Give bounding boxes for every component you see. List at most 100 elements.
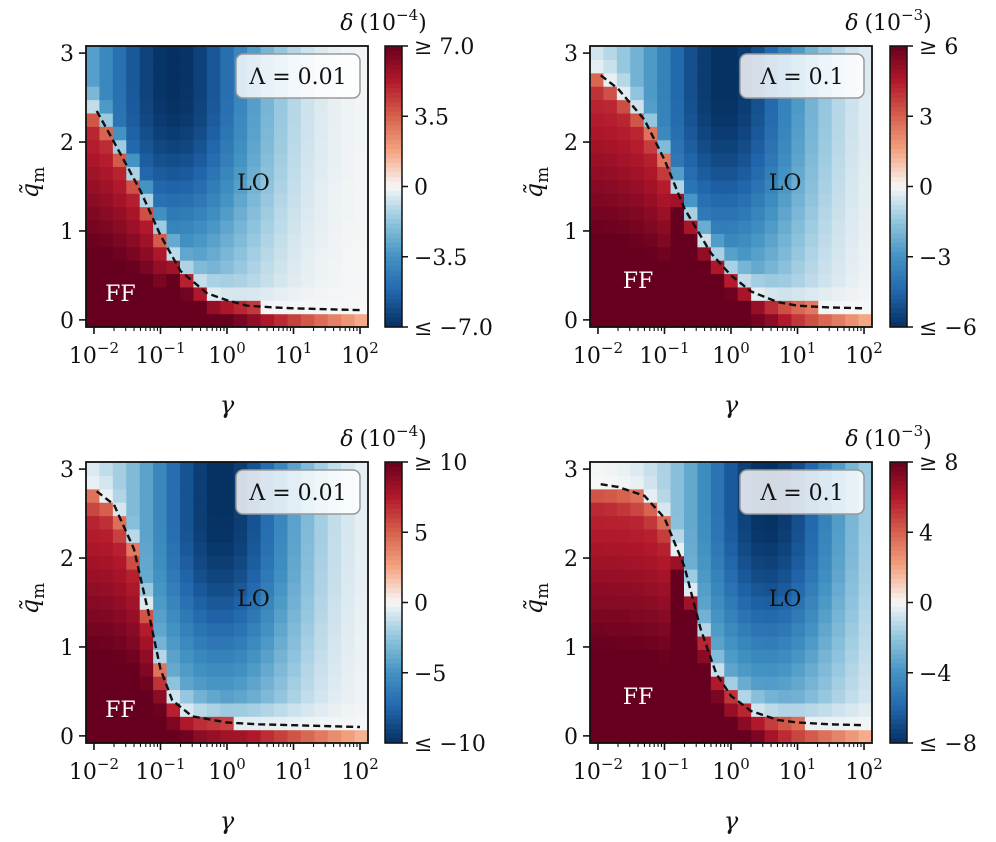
heatmap-cell [274,153,289,168]
heatmap-cell [86,193,101,208]
heatmap-cell [751,622,766,637]
x-axis-label: γ [724,391,739,419]
heatmap-cell [112,542,127,557]
heatmap-cell [630,528,645,543]
heatmap-cell [697,569,712,584]
heatmap-cell [724,542,739,557]
heatmap-cell [86,86,101,101]
heatmap-cell [616,260,631,275]
heatmap-cell [354,542,369,557]
heatmap-cell [764,112,779,127]
heatmap-cell [643,635,658,650]
colorbar-swatch [385,149,402,155]
heatmap-cell [327,622,342,637]
heatmap-cell [274,515,289,530]
heatmap-cell [300,555,315,570]
colorbar-swatch [385,550,402,557]
heatmap-cell [180,528,195,543]
heatmap-cell [180,99,195,114]
heatmap-cell [260,273,275,288]
heatmap-cell [166,46,181,60]
heatmap-cell [180,179,195,194]
heatmap-cell [630,515,645,530]
heatmap-cell [710,86,725,101]
heatmap-cell [180,153,195,168]
heatmap-cell [630,689,645,704]
heatmap-cell [670,206,685,221]
heatmap-cell [737,219,752,234]
heatmap-cell [778,662,793,677]
heatmap-cell [657,206,672,221]
heatmap-cell [206,139,221,154]
heatmap-cell [300,273,315,288]
heatmap-cell [233,246,248,261]
heatmap-cell [751,126,766,141]
heatmap-cell [670,313,685,328]
heatmap-cell [630,313,645,328]
heatmap-cell [697,46,712,60]
heatmap-cell [670,46,685,60]
heatmap-cell [737,246,752,261]
heatmap-cell [778,609,793,624]
heatmap-cell [153,286,168,301]
heatmap-cell [354,286,369,301]
heatmap-cell [616,662,631,677]
heatmap-cell [630,569,645,584]
x-axis-label: γ [724,807,739,835]
heatmap-cell [274,582,289,597]
heatmap-cell [287,729,302,744]
colorbar-swatch [890,513,907,519]
heatmap-cell [697,729,712,744]
colorbar-swatch [385,462,402,468]
heatmap-cell [603,99,618,114]
heatmap-cell [206,542,221,557]
heatmap-cell [314,139,329,154]
heatmap-cell [233,193,248,208]
colorbar-swatch [890,130,907,136]
heatmap-cell [180,515,195,530]
heatmap-cell [314,662,329,677]
heatmap-cell [684,59,699,74]
colorbar-swatch [890,504,907,510]
heatmap-cell [616,153,631,168]
heatmap-cell [630,206,645,221]
heatmap-cell [590,246,605,261]
colorbar-swatch [385,167,402,174]
heatmap-cell [220,273,235,288]
heatmap-cell [737,555,752,570]
heatmap-cell [590,126,605,141]
x-tick-base: 10 [712,760,740,785]
heatmap-cell [724,286,739,301]
heatmap-cell [845,622,860,637]
heatmap-cell [737,528,752,543]
heatmap-cell [341,635,356,650]
heatmap-cell [818,542,833,557]
heatmap-cell [764,528,779,543]
heatmap-cell [220,286,235,301]
heatmap-cell [193,582,208,597]
heatmap-cell [845,112,860,127]
colorbar-swatch [385,560,402,566]
heatmap-cell [274,689,289,704]
heatmap-cell [327,569,342,584]
heatmap-cell [180,569,195,584]
heatmap-cell [220,502,235,517]
heatmap-cell [99,635,114,650]
heatmap-cell [126,193,141,208]
heatmap-cell [778,246,793,261]
heatmap-cell [657,59,672,74]
colorbar-swatch [890,471,907,477]
heatmap-cell [724,219,739,234]
heatmap-cell [831,273,846,288]
colorbar-swatch [890,83,907,89]
heatmap-cell [86,233,101,248]
heatmap-cell [314,702,329,717]
heatmap-cell [180,649,195,664]
heatmap-cell [112,528,127,543]
heatmap-cell [751,676,766,691]
heatmap-cell [314,622,329,637]
heatmap-cell [684,528,699,543]
heatmap-cell [643,206,658,221]
heatmap-cell [845,689,860,704]
colorbar-swatch [890,738,907,744]
